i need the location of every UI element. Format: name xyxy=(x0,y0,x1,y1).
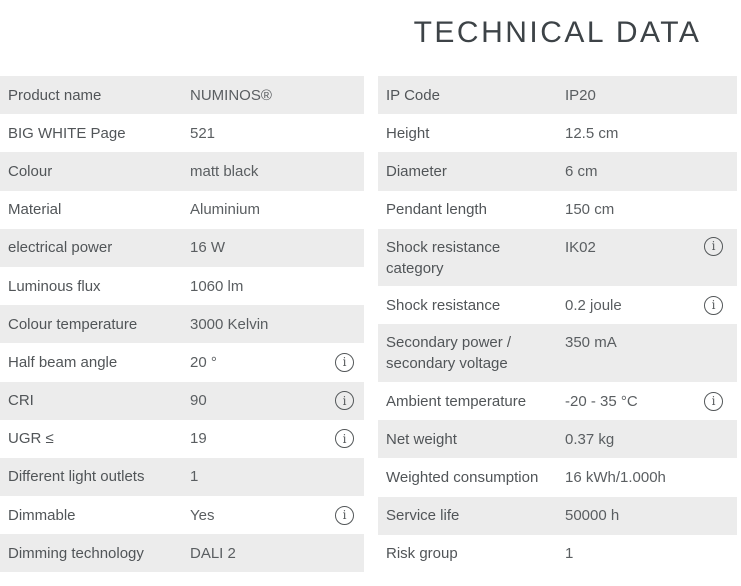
info-icon[interactable]: i xyxy=(335,391,354,411)
table-row: Shock resistance 0.2 joule i xyxy=(378,286,737,324)
table-row: IP Code IP20 xyxy=(378,76,737,115)
info-icon[interactable]: i xyxy=(335,352,354,372)
row-label: Risk group xyxy=(386,545,458,563)
table-row: Dimming technology DALI 2 xyxy=(0,534,364,573)
row-label: Colour xyxy=(8,162,53,180)
table-row: Colour temperature 3000 Kelvin xyxy=(0,305,364,344)
row-value: 20 ° xyxy=(190,353,217,371)
table-row: Product name NUMINOS® xyxy=(0,76,364,115)
row-label: Diameter xyxy=(386,162,447,180)
table-row: Half beam angle 20 ° i xyxy=(0,343,364,381)
row-value: 16 kWh/1.000h xyxy=(565,468,666,486)
info-icon[interactable]: i xyxy=(704,295,723,315)
table-row: Ambient temperature -20 - 35 °C i xyxy=(378,382,737,420)
info-icon[interactable]: i xyxy=(335,505,354,525)
row-value: Yes xyxy=(190,506,215,524)
info-icon[interactable]: i xyxy=(704,236,723,256)
row-value: 1060 lm xyxy=(190,277,244,295)
row-value: 50000 h xyxy=(565,507,620,525)
header: TECHNICAL DATA xyxy=(0,0,741,76)
table-row: Height 12.5 cm xyxy=(378,114,737,152)
row-label: Colour temperature xyxy=(8,315,138,333)
row-label: UGR ≤ xyxy=(8,430,54,448)
row-label: Ambient temperature xyxy=(386,392,527,410)
table-row: Dimmable Yes i xyxy=(0,496,364,534)
table-row: Material Aluminium xyxy=(0,191,364,229)
table-row: Colour matt black xyxy=(0,152,364,191)
row-label: IP Code xyxy=(386,86,440,104)
row-value: Aluminium xyxy=(190,201,261,219)
row-value: 0.2 joule xyxy=(565,296,622,314)
row-value: 1 xyxy=(565,545,574,563)
row-label: Pendant length xyxy=(386,201,487,219)
row-label: Half beam angle xyxy=(8,353,118,371)
row-value: IP20 xyxy=(565,86,596,104)
table-row: Net weight 0.37 kg xyxy=(378,420,737,459)
row-value: -20 - 35 °C xyxy=(565,392,638,410)
row-label: CRI xyxy=(8,392,34,410)
row-label: Dimmable xyxy=(8,506,76,524)
row-label: Secondary power / secondary voltage xyxy=(386,334,512,373)
row-value: 90 xyxy=(190,392,207,410)
row-label: Shock resistance xyxy=(386,296,501,314)
row-value: 3000 Kelvin xyxy=(190,315,269,333)
row-label: Luminous flux xyxy=(8,277,101,295)
table-row: Pendant length 150 cm xyxy=(378,191,737,229)
info-icon[interactable]: i xyxy=(704,391,723,411)
table-row: UGR ≤ 19 i xyxy=(0,420,364,458)
table-row: electrical power 16 W xyxy=(0,228,364,267)
table-row: Luminous flux 1060 lm xyxy=(0,267,364,305)
table-row: BIG WHITE Page 521 xyxy=(0,114,364,152)
row-value: DALI 2 xyxy=(190,544,236,562)
row-value: matt black xyxy=(190,162,259,180)
row-value: 1 xyxy=(190,468,199,486)
table-row: Service life 50000 h xyxy=(378,496,737,535)
row-label: Height xyxy=(386,124,430,142)
table-row: Secondary power / secondary voltage 350 m… xyxy=(378,324,737,382)
row-value: 0.37 kg xyxy=(565,430,615,448)
row-label: Dimming technology xyxy=(8,544,144,562)
technical-table-right: IP Code IP20 Height 12.5 cm Diameter 6 cm Pend… xyxy=(378,76,737,573)
row-value: 350 mA xyxy=(565,334,617,352)
table-row: CRI 90 i xyxy=(0,381,364,420)
table-row: Diameter 6 cm xyxy=(378,152,737,191)
row-label: BIG WHITE Page xyxy=(8,124,126,142)
page-title: TECHNICAL DATA xyxy=(413,16,702,49)
row-label: Material xyxy=(8,201,62,219)
row-value: 16 W xyxy=(190,239,226,257)
technical-table-left: Product name NUMINOS® BIG WHITE Page 521 Col… xyxy=(0,76,364,573)
row-label: Service life xyxy=(386,507,460,525)
row-label: Weighted consumption xyxy=(386,468,539,486)
row-value: 521 xyxy=(190,124,216,142)
row-label: Net weight xyxy=(386,430,457,448)
row-label: Shock resistance category xyxy=(386,238,501,277)
table-row: Different light outlets 1 xyxy=(0,457,364,497)
row-value: 19 xyxy=(190,430,207,448)
info-icon[interactable]: i xyxy=(335,429,354,449)
table-row: Risk group 1 xyxy=(378,535,737,573)
table-row: Shock resistance category IK02 i xyxy=(378,228,737,287)
row-label: Product name xyxy=(8,86,102,104)
row-value: 6 cm xyxy=(565,162,598,180)
row-label: electrical power xyxy=(8,239,113,257)
row-value: NUMINOS® xyxy=(190,86,272,104)
row-value: IK02 xyxy=(565,238,596,256)
row-value: 12.5 cm xyxy=(565,124,619,142)
row-value: 150 cm xyxy=(565,201,615,219)
technical-data-tables: Product name NUMINOS® BIG WHITE Page 521 Col… xyxy=(0,76,741,573)
table-row: Weighted consumption 16 kWh/1.000h xyxy=(378,458,737,496)
row-label: Different light outlets xyxy=(8,468,145,486)
